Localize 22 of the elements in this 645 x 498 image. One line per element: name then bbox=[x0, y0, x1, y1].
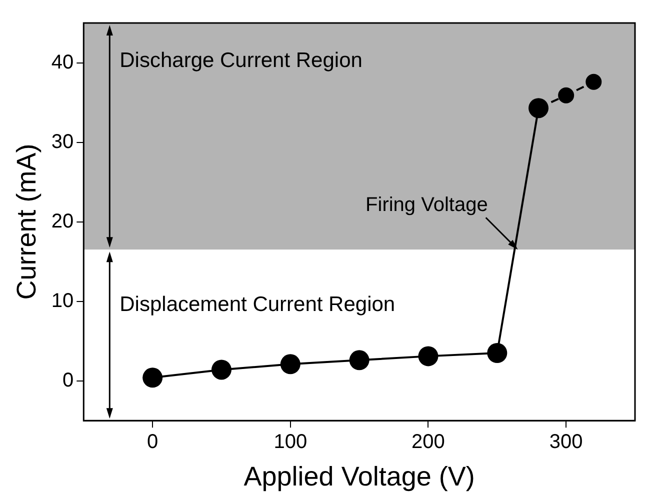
annotation: Firing Voltage bbox=[366, 194, 488, 216]
y-tick-label: 40 bbox=[51, 51, 74, 74]
point bbox=[586, 74, 602, 90]
x-tick-label: 100 bbox=[274, 431, 308, 454]
band-label: Discharge Current Region bbox=[120, 48, 362, 72]
point bbox=[142, 368, 163, 388]
point bbox=[487, 343, 508, 364]
x-tick-label: 0 bbox=[147, 431, 158, 454]
point bbox=[280, 354, 300, 374]
y-tick-label: 0 bbox=[62, 369, 74, 392]
point bbox=[211, 360, 232, 380]
point bbox=[558, 87, 574, 104]
x-tick-label: 200 bbox=[412, 431, 445, 454]
point bbox=[349, 350, 370, 370]
y-tick-label: 30 bbox=[51, 130, 74, 153]
band-label: Displacement Current Region bbox=[120, 292, 396, 316]
y-axis-title: Current (mA) bbox=[12, 144, 42, 300]
x-axis-title: Applied Voltage (V) bbox=[244, 461, 475, 492]
x-tick-label: 300 bbox=[549, 431, 583, 454]
y-tick-label: 10 bbox=[51, 290, 74, 312]
y-tick-label: 20 bbox=[51, 210, 74, 232]
point bbox=[418, 346, 438, 366]
